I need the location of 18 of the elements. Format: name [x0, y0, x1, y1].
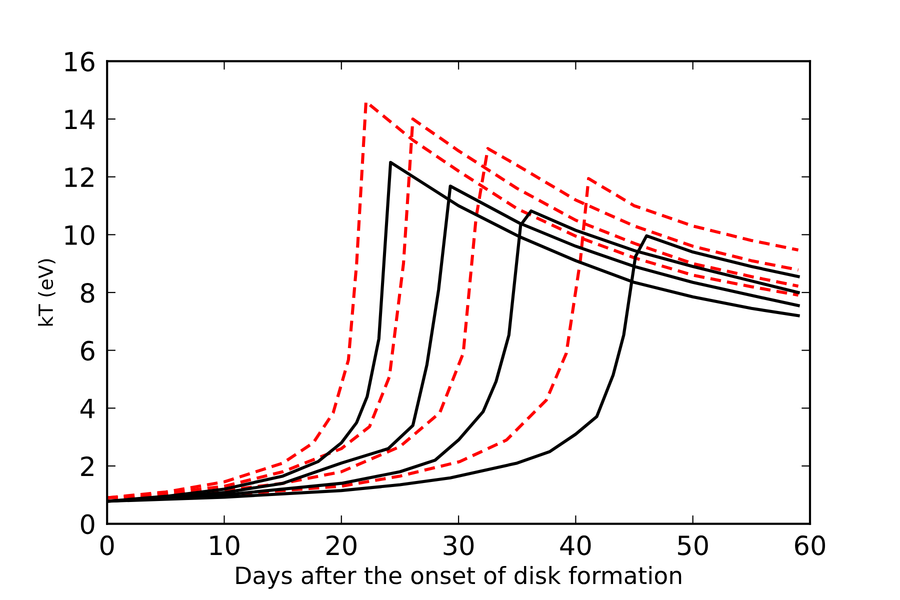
y-tick-label: 16 — [65, 52, 94, 72]
x-tick-label: 60 — [795, 535, 826, 556]
x-tick-label: 30 — [444, 535, 474, 556]
y-tick-label: 12 — [65, 167, 94, 187]
x-axis-title: Days after the onset of disk formation — [236, 566, 682, 589]
x-tick-label: 10 — [210, 535, 240, 556]
y-tick-label: 4 — [80, 398, 95, 418]
y-axis-title: kT (eV) — [38, 259, 56, 326]
y-tick-label: 2 — [81, 456, 94, 476]
y-tick-label: 8 — [80, 282, 94, 303]
x-tick-label: 0 — [100, 535, 114, 556]
x-tick-label: 20 — [326, 535, 356, 556]
y-tick-label: 10 — [65, 225, 94, 246]
x-tick-label: 50 — [678, 535, 708, 556]
x-tick-label: 40 — [560, 535, 591, 556]
y-tick-label: 0 — [80, 514, 94, 534]
y-tick-label: 14 — [65, 110, 95, 130]
y-tick-label: 6 — [81, 340, 94, 361]
